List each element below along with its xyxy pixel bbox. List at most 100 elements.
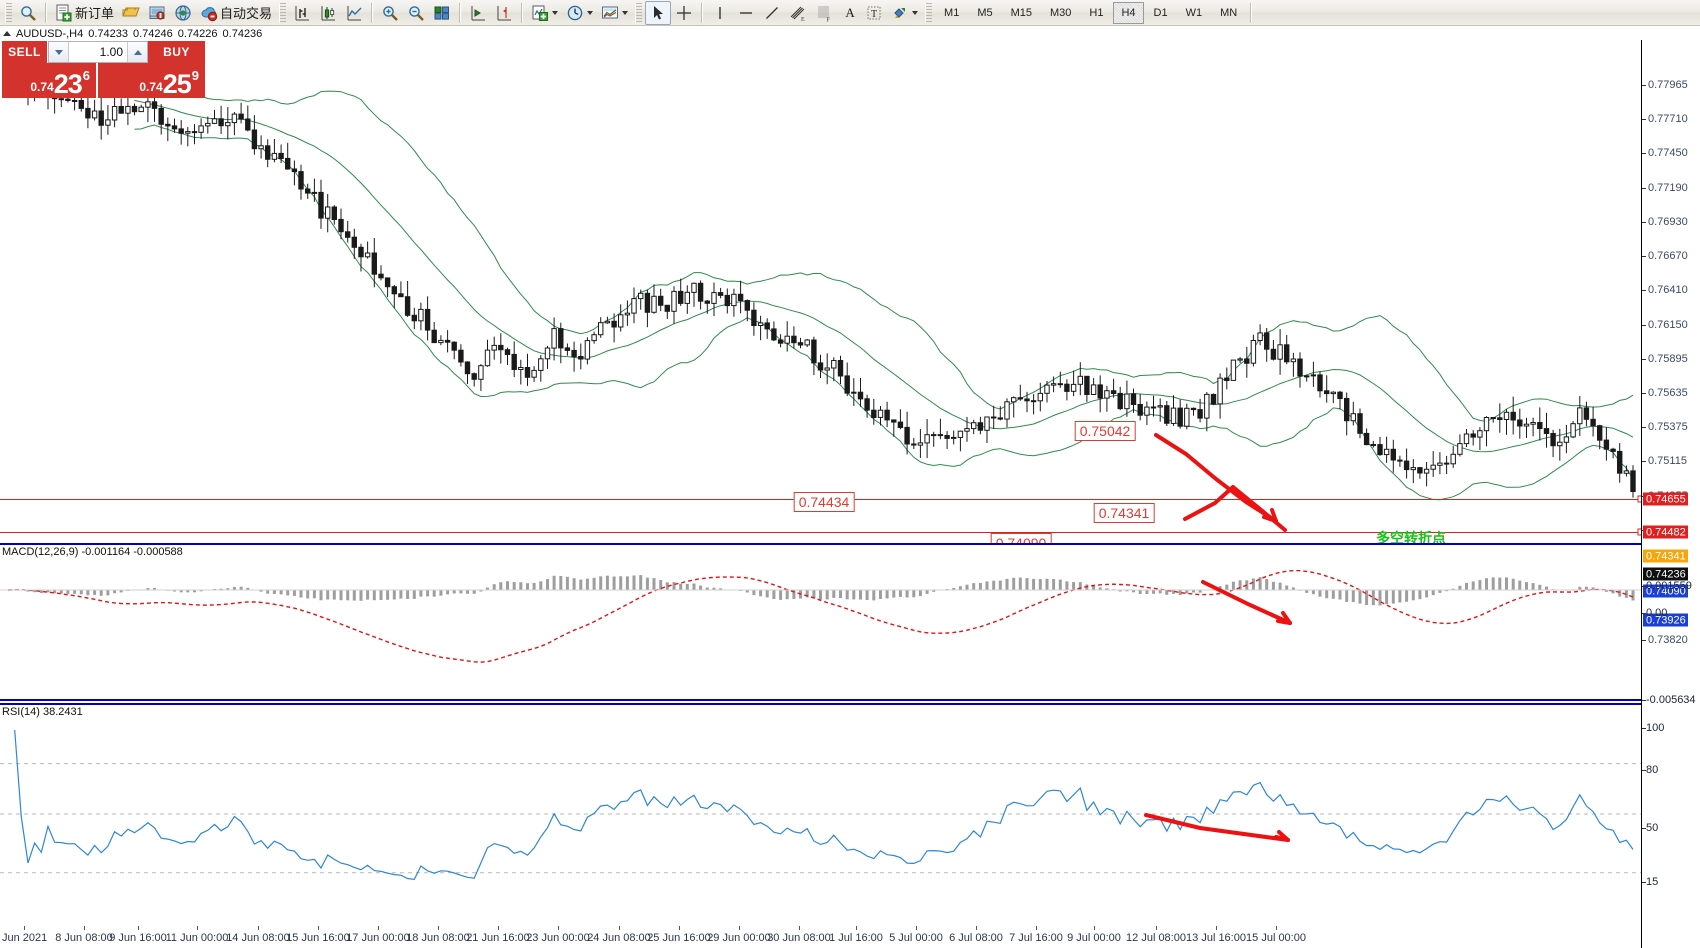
price-level-badge[interactable]: 0.74655 [1643,492,1688,506]
horizontal-line-icon[interactable] [733,1,759,25]
terminal-icon[interactable] [144,1,170,25]
time-scale[interactable]: Jun 2021 8 Jun 08:00 9 Jun 16:00 11 Jun 00:… [0,926,1641,948]
buy-button[interactable]: BUY [148,41,205,63]
timeframe-mn-button[interactable]: MN [1220,6,1238,19]
chevron-down-icon-3[interactable] [622,10,629,15]
timeframe-h4-button[interactable]: H4 [1113,1,1144,24]
new-order-button[interactable]: 新订单 [51,1,118,25]
vertical-line-icon[interactable] [707,1,733,25]
chevron-up-icon-vol [133,49,142,55]
time-axis-tick [679,926,680,930]
volume-increase-button[interactable] [127,42,147,62]
line-chart-icon[interactable] [341,1,367,25]
sell-price-button[interactable]: 0.74 23 6 [2,63,98,98]
time-axis-tick [24,926,25,930]
horizontal-level-line[interactable] [0,532,1641,533]
time-axis-tick [1156,926,1157,930]
price-tick-label: 0.77710 [1648,113,1688,125]
bar-chart-icon[interactable] [289,1,315,25]
auto-trading-button[interactable]: 自动交易 [196,1,276,25]
price-annotation-box[interactable]: 0.74341 [1093,503,1155,523]
price-tick [1642,290,1646,291]
folder-icon[interactable] [118,1,144,25]
metaquotes-globe-icon[interactable] [170,1,196,25]
time-axis-label: 1 Jul 16:00 [829,932,883,944]
indicators-icon[interactable] [527,1,562,25]
sell-button[interactable]: SELL [2,41,48,63]
collapse-triangle-icon[interactable] [3,31,11,36]
toolbar-separator-6 [701,2,704,23]
trendline-icon[interactable] [759,1,785,25]
price-tick [1642,359,1646,360]
crosshair-icon[interactable] [671,1,697,25]
timeframe-m30-button[interactable]: M30 [1050,6,1072,19]
templates-icon[interactable] [597,1,632,25]
magnifier-icon[interactable] [15,1,41,25]
new-order-label: 新订单 [75,7,115,22]
cursor-icon[interactable] [645,0,672,25]
price-tick [1642,640,1646,641]
equidistant-channel-icon[interactable]: E [785,1,811,25]
zoom-out-icon[interactable] [403,1,429,25]
buy-price-fraction: 9 [191,68,199,83]
price-tick [1642,427,1646,428]
shapes-icon[interactable] [887,1,922,25]
time-axis-tick [318,926,319,930]
text-icon[interactable]: A [845,4,855,20]
zoom-in-icon[interactable] [377,1,403,25]
toolbar-grip-3[interactable] [635,2,643,23]
candlestick-chart-icon[interactable] [315,1,341,25]
price-scale[interactable]: 0.77965 0.77710 0.77450 0.77190 0.76930 0.766… [1641,40,1700,948]
timeframe-d1-button[interactable]: D1 [1153,6,1168,19]
toolbar-grip[interactable] [5,2,12,23]
periods-clock-icon[interactable] [562,1,597,25]
main-toolbar: 新订单 自动交易 [0,0,1700,26]
volume-input[interactable]: 1.00 [99,45,123,59]
time-axis-label: 5 Jul 00:00 [889,932,943,944]
svg-text:E: E [801,17,805,22]
chevron-down-icon-2[interactable] [587,10,594,15]
chart-shift-icon[interactable] [491,1,517,25]
macd-tick [1642,700,1646,701]
chevron-down-icon[interactable] [552,10,559,15]
timeframe-h1-button[interactable]: H1 [1089,6,1104,19]
time-axis-tick [258,926,259,930]
fibonacci-icon[interactable]: F [811,1,837,25]
macd-chart-svg [0,569,1641,663]
price-pane[interactable] [0,40,1641,541]
toolbar-separator-7 [1250,2,1253,23]
volume-decrease-button[interactable] [49,42,69,62]
timeframe-m1-button[interactable]: M1 [944,6,960,19]
rsi-pane[interactable]: RSI(14) 38.2431 [0,703,1641,928]
toolbar-grip-4[interactable] [925,2,933,23]
price-level-badge[interactable]: 0.74482 [1643,525,1688,539]
time-axis-label: 18 Jun 08:00 [406,932,470,944]
macd-title: MACD(12,26,9) -0.001164 -0.000588 [2,546,183,558]
buy-price-button[interactable]: 0.74 25 9 [98,63,205,98]
timeframe-m5-button[interactable]: M5 [977,6,993,19]
sell-price-prefix: 0.74 [30,80,54,94]
time-axis-tick [1094,926,1095,930]
price-level-badge[interactable]: 0.74236 [1643,567,1688,581]
price-level-badge[interactable]: 0.73926 [1643,613,1688,627]
price-tick [1642,153,1646,154]
rsi-tick-label: 15 [1646,876,1659,888]
timeframe-m15-button[interactable]: M15 [1010,6,1032,19]
toolbar-grip-2[interactable] [279,2,287,23]
timeframe-w1-button[interactable]: W1 [1185,6,1203,19]
text-label-icon[interactable]: T [861,1,887,25]
time-axis-label: Jun 2021 [2,932,48,944]
chevron-down-icon-4[interactable] [912,10,919,15]
auto-scroll-icon[interactable] [465,1,491,25]
time-axis-tick [739,926,740,930]
price-annotation-box[interactable]: 0.75042 [1074,421,1136,441]
tile-windows-icon[interactable] [429,1,455,25]
volume-stepper[interactable]: 1.00 [48,41,148,63]
time-axis-label: 29 Jun 00:00 [707,932,771,944]
price-level-badge[interactable]: 0.74090 [1643,584,1688,598]
price-level-badge[interactable]: 0.74341 [1643,549,1688,563]
price-annotation-box[interactable]: 0.74434 [793,492,855,512]
macd-pane[interactable]: MACD(12,26,9) -0.001164 -0.000588 [0,543,1641,701]
